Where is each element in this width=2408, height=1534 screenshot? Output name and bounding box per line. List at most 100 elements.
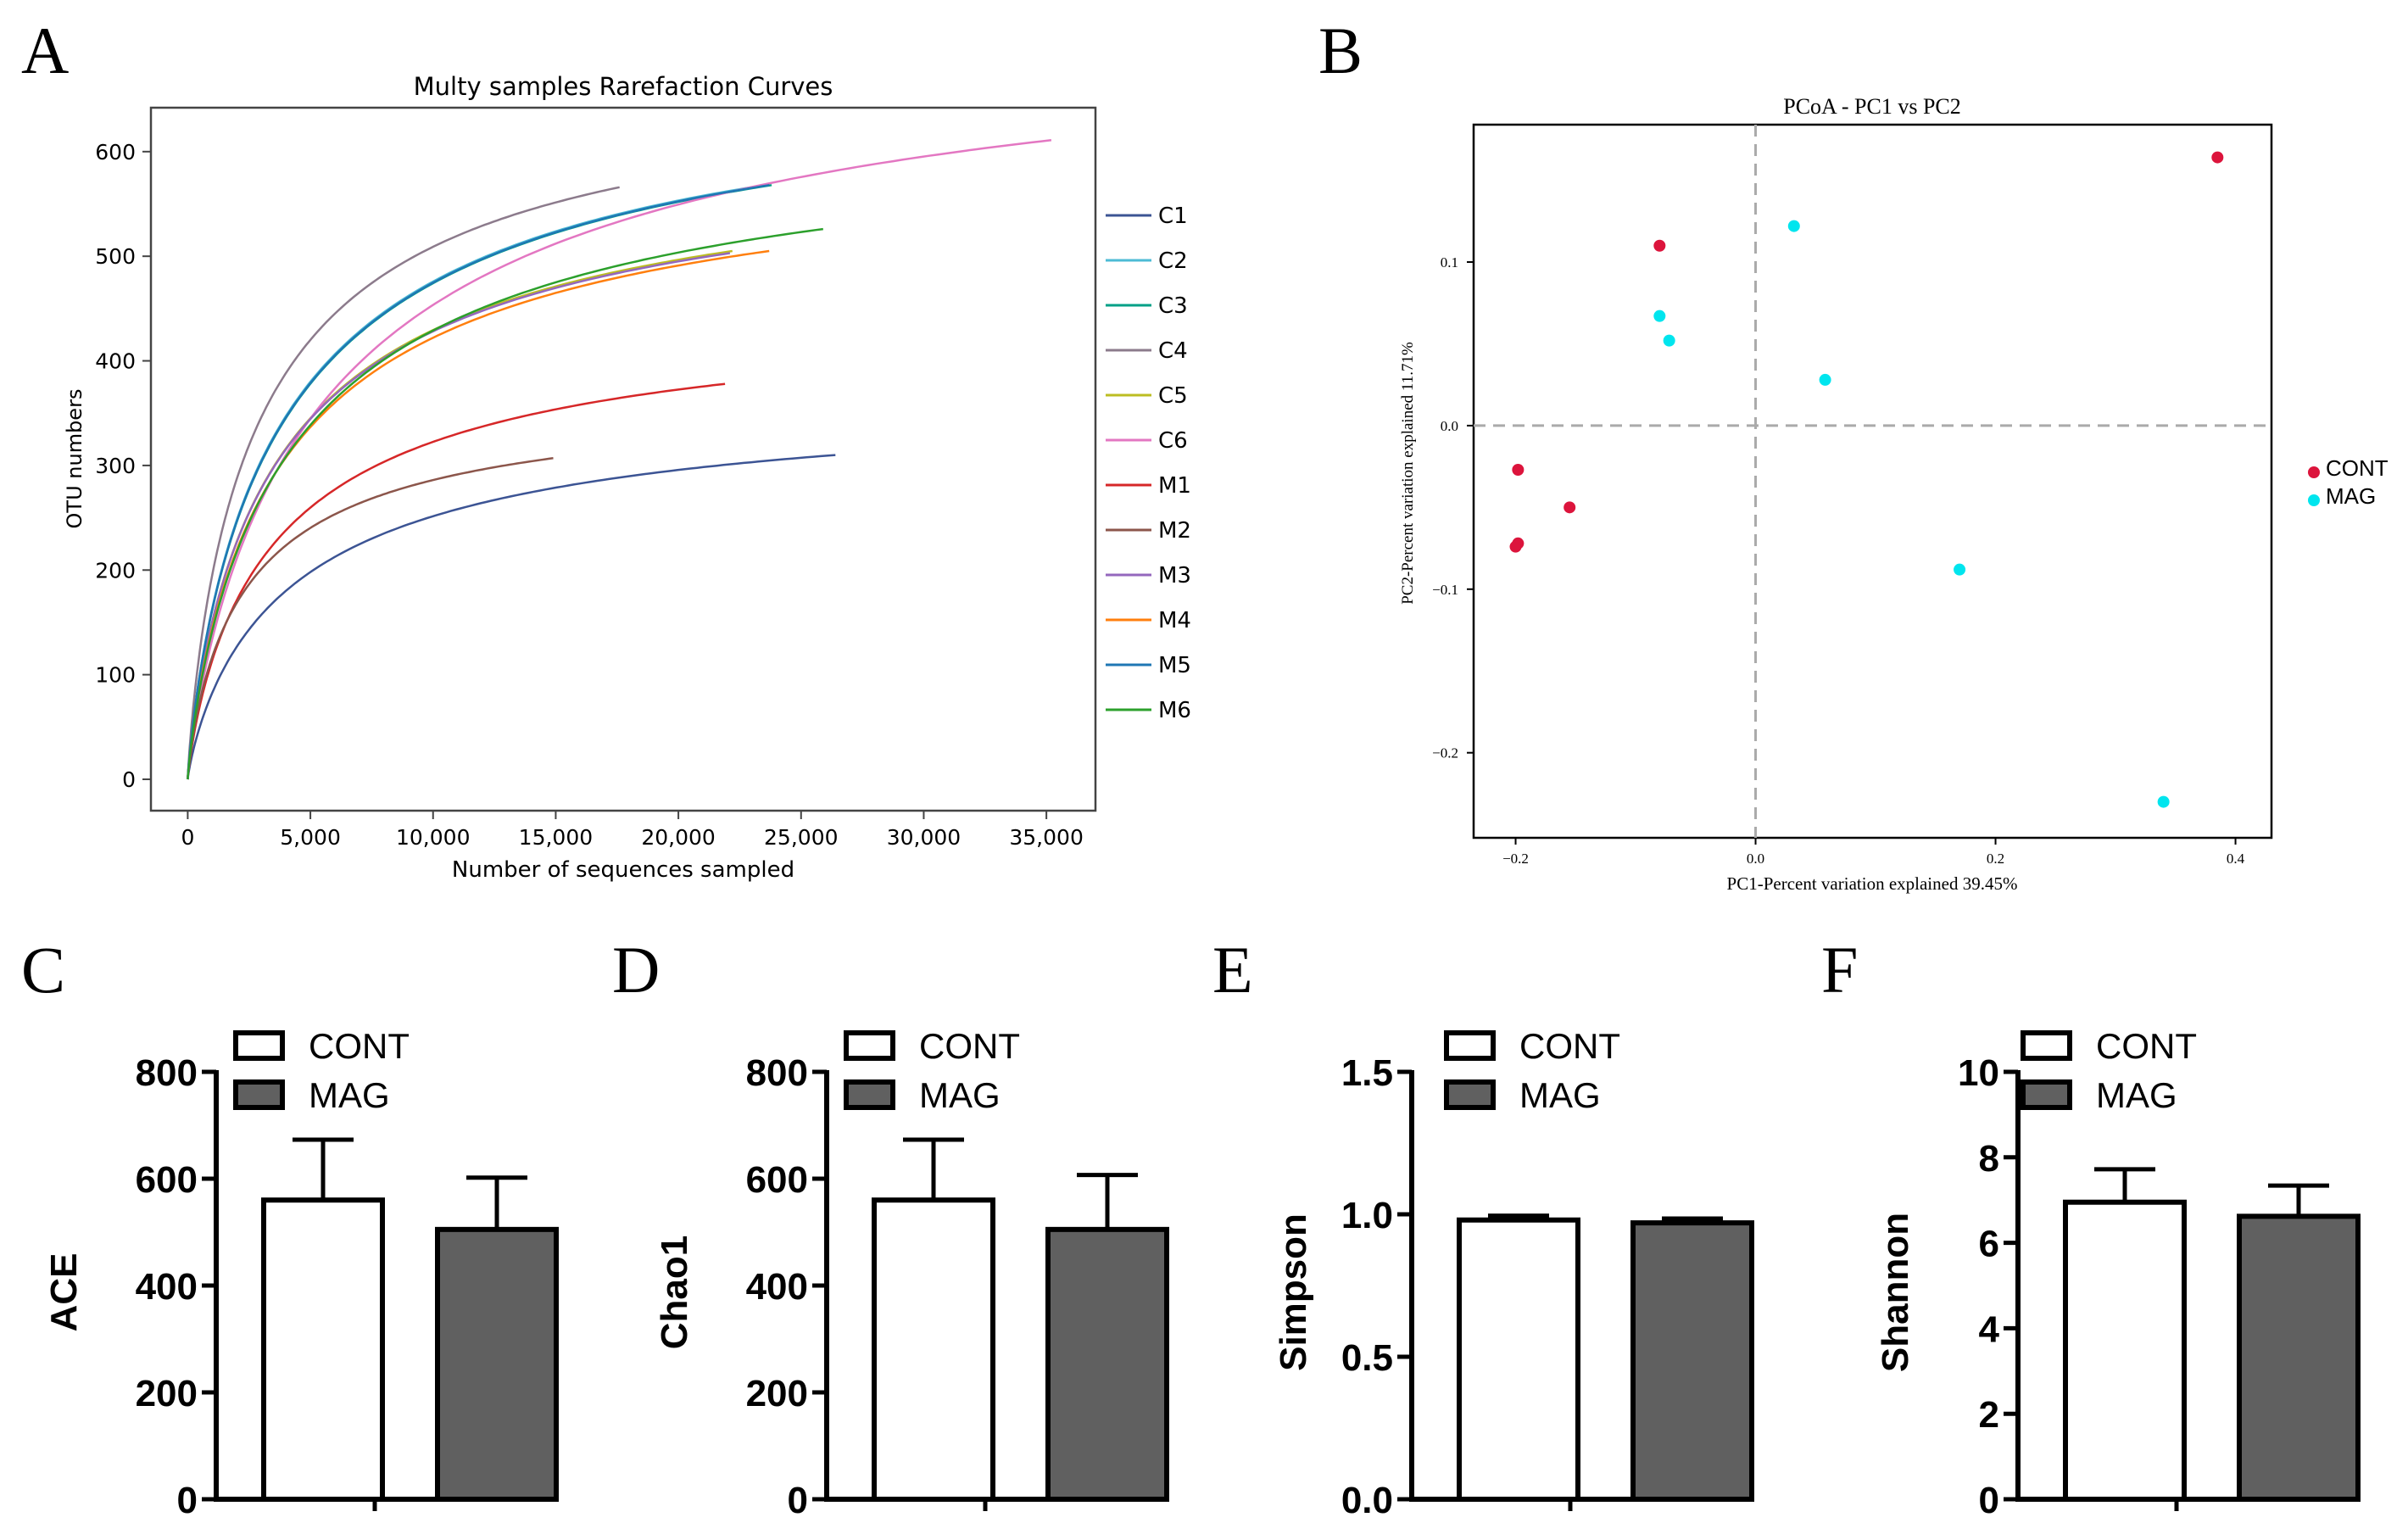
rarefaction-curve-m6 <box>187 227 823 780</box>
pcoa-chart: PCoA - PC1 vs PC2 PC1-Percent variation … <box>1399 94 2388 894</box>
pcoa-y-tick-label: −0.2 <box>1432 745 1458 761</box>
pcoa-y-tick-label: −0.1 <box>1432 582 1458 598</box>
shannon-y-tick-label: 10 <box>1958 1052 1999 1094</box>
rarefaction-x-tick-label: 35,000 <box>1009 825 1083 850</box>
panel-label-d: D <box>612 933 660 1007</box>
simpson-bar-chart: 0.0 0.5 1.0 1.5 Simpson CONT MAG <box>1273 1026 1754 1521</box>
shannon-legend-swatch <box>2021 1079 2072 1110</box>
rarefaction-curve-m5 <box>187 184 770 780</box>
ace-bar-mag <box>435 1226 559 1502</box>
panel-label-a: A <box>21 14 69 87</box>
rarefaction-curve-c5 <box>187 249 733 780</box>
rarefaction-x-tick-label: 5,000 <box>280 825 341 850</box>
ace-y-tick-label: 600 <box>136 1159 198 1201</box>
shannon-legend-swatch <box>2021 1030 2072 1061</box>
rarefaction-x-tick-label: 15,000 <box>519 825 593 850</box>
chao1-bar-mag <box>1045 1226 1169 1502</box>
pcoa-y-tick-label: 0.0 <box>1441 418 1458 434</box>
ace-bar-cont <box>261 1197 385 1502</box>
chao1-legend-label: MAG <box>919 1075 1001 1115</box>
ace-legend-label: CONT <box>309 1026 410 1066</box>
pcoa-point-mag <box>1787 220 1800 232</box>
shannon-bar-mag <box>2237 1213 2361 1503</box>
simpson-legend-label: CONT <box>1519 1026 1620 1066</box>
chao1-y-tick-label: 600 <box>746 1159 808 1201</box>
chao1-bar-cont <box>872 1197 995 1502</box>
pcoa-x-label: PC1-Percent variation explained 39.45% <box>1727 873 2018 894</box>
pcoa-point-cont <box>1564 501 1576 514</box>
rarefaction-chart: Multy samples Rarefaction Curves Number … <box>63 72 1191 883</box>
rarefaction-y-tick-label: 500 <box>95 244 136 269</box>
rarefaction-legend-label: C5 <box>1158 383 1188 409</box>
rarefaction-x-tick-label: 10,000 <box>396 825 470 850</box>
simpson-y-tick-label: 0.5 <box>1341 1337 1393 1379</box>
rarefaction-y-tick-label: 100 <box>95 663 136 688</box>
pcoa-legend-marker <box>2308 494 2320 506</box>
rarefaction-x-tick-label: 20,000 <box>641 825 715 850</box>
pcoa-x-tick-label: −0.2 <box>1502 851 1529 867</box>
ace-bar-chart: 0 200 400 600 800 ACE CONT MAG <box>43 1026 559 1521</box>
rarefaction-x-tick-label: 30,000 <box>887 825 961 850</box>
pcoa-legend-marker <box>2308 466 2320 478</box>
rarefaction-curve-m3 <box>187 252 731 780</box>
ace-legend-swatch <box>233 1030 285 1061</box>
rarefaction-curve-c6 <box>187 138 1052 780</box>
rarefaction-legend-label: C4 <box>1158 338 1188 364</box>
shannon-y-label: Shannon <box>1875 1213 1916 1372</box>
rarefaction-curves <box>187 138 1052 780</box>
rarefaction-legend-label: C2 <box>1158 248 1188 274</box>
shannon-y-tick-label: 0 <box>1979 1480 1999 1521</box>
rarefaction-legend-label: M1 <box>1158 473 1191 499</box>
shannon-y-tick-label: 6 <box>1979 1224 1999 1265</box>
simpson-y-tick-label: 0.0 <box>1341 1480 1393 1521</box>
simpson-y-label: Simpson <box>1273 1213 1314 1371</box>
rarefaction-curve-c4 <box>187 186 620 780</box>
simpson-y-tick-label: 1.5 <box>1341 1052 1393 1094</box>
rarefaction-legend: C1 C2 C3 C4 C5 C6 M1 M2 M3 M4 M5 M6 <box>1106 204 1191 723</box>
simpson-bar-mag <box>1630 1220 1754 1502</box>
ace-y-label: ACE <box>43 1253 85 1332</box>
pcoa-ticks: −0.2 0.0 0.2 0.4 −0.2 −0.1 0.0 0.1 <box>1432 254 2245 867</box>
pcoa-point-cont <box>2211 151 2224 164</box>
pcoa-x-tick-label: 0.0 <box>1747 851 1764 867</box>
shannon-legend-label: MAG <box>2096 1075 2177 1115</box>
chao1-y-tick-label: 200 <box>746 1373 808 1414</box>
pcoa-zero-lines <box>1474 125 2271 838</box>
rarefaction-y-tick-label: 600 <box>95 140 136 165</box>
rarefaction-title: Multy samples Rarefaction Curves <box>414 72 833 101</box>
rarefaction-curve-c2 <box>187 184 765 780</box>
panel-label-c: C <box>21 933 65 1007</box>
pcoa-point-mag <box>1954 563 1966 576</box>
simpson-y-tick-label: 1.0 <box>1341 1195 1393 1236</box>
chao1-bar-chart: 0 200 400 600 800 Chao1 CONT MAG <box>654 1026 1169 1521</box>
rarefaction-legend-label: M2 <box>1158 518 1191 544</box>
rarefaction-x-label: Number of sequences sampled <box>452 857 794 883</box>
rarefaction-curve-c3 <box>187 184 772 780</box>
rarefaction-y-tick-label: 300 <box>95 454 136 478</box>
rarefaction-legend-label: M5 <box>1158 653 1191 678</box>
shannon-legend-label: CONT <box>2096 1026 2197 1066</box>
chao1-y-tick-label: 400 <box>746 1266 808 1308</box>
ace-y-tick-label: 0 <box>177 1480 198 1521</box>
shannon-y-tick-label: 2 <box>1979 1394 1999 1436</box>
ace-y-tick-label: 200 <box>136 1373 198 1414</box>
ace-y-tick-label: 800 <box>136 1052 198 1094</box>
pcoa-x-tick-label: 0.4 <box>2227 851 2245 867</box>
rarefaction-x-tick-label: 0 <box>181 825 194 850</box>
pcoa-points <box>1509 151 2224 808</box>
shannon-y-tick-label: 8 <box>1979 1138 1999 1180</box>
rarefaction-legend-label: C1 <box>1158 204 1188 229</box>
rarefaction-curve-m4 <box>187 249 770 780</box>
pcoa-plot-frame <box>1472 123 2273 840</box>
rarefaction-curve-c1 <box>187 454 836 780</box>
ace-legend-label: MAG <box>309 1075 390 1115</box>
chao1-legend-swatch <box>844 1079 895 1110</box>
rarefaction-y-label: OTU numbers <box>63 389 86 529</box>
pcoa-point-cont <box>1512 463 1525 476</box>
pcoa-y-tick-label: 0.1 <box>1441 254 1458 271</box>
rarefaction-legend-label: C3 <box>1158 293 1188 319</box>
shannon-bar-cont <box>2063 1199 2187 1502</box>
pcoa-title: PCoA - PC1 vs PC2 <box>1783 94 1961 119</box>
